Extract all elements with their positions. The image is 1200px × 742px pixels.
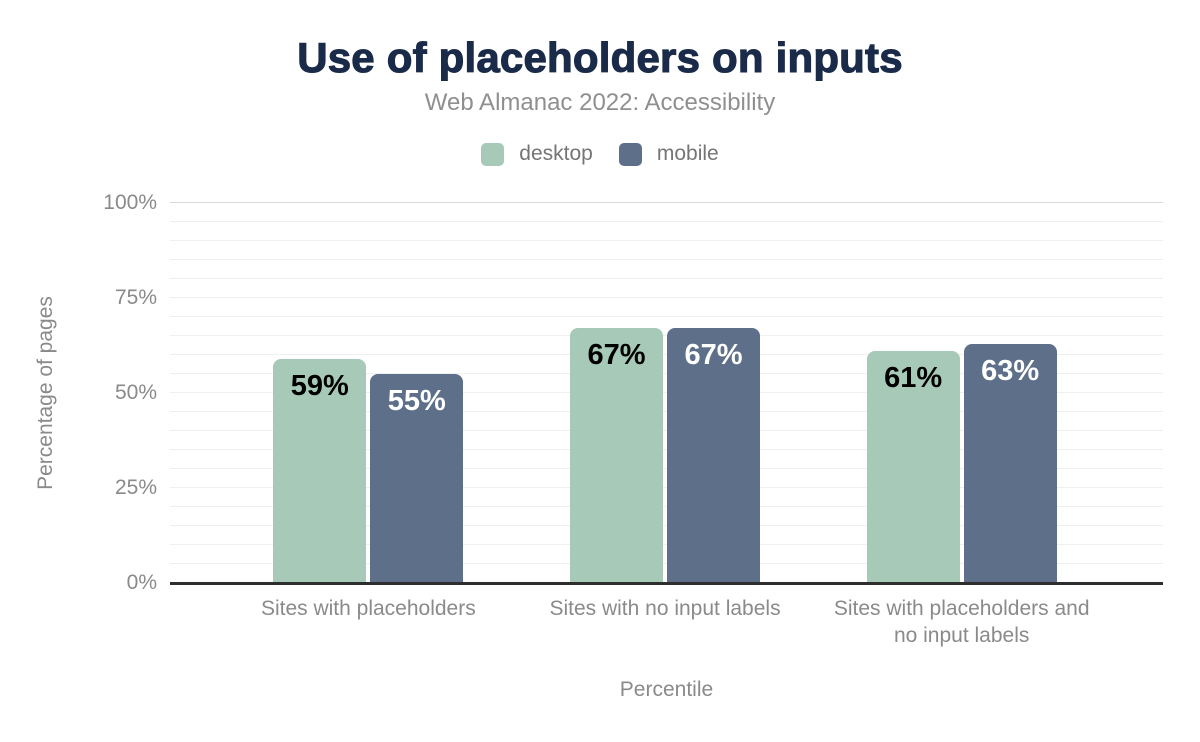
- y-tick-label-100: 100%: [103, 191, 157, 214]
- bar-group-1: 59% 55%: [220, 203, 517, 583]
- y-tick-label-75: 75%: [114, 286, 157, 309]
- x-category-label-2: Sites with no input labels: [549, 597, 781, 620]
- gridline-20: [170, 506, 1163, 507]
- gridline-10: [170, 544, 1163, 545]
- bar-value-label-mobile-2: 67%: [684, 339, 743, 372]
- legend-label: mobile: [656, 142, 719, 165]
- gridline-55: [170, 373, 1163, 374]
- gridline-25: [170, 487, 1163, 488]
- y-tick-label-50: 50%: [114, 381, 157, 404]
- bar-value-label-desktop-1: 59%: [290, 369, 349, 402]
- gridline-35: [170, 449, 1163, 450]
- bar-desktop-3: 61%: [866, 351, 960, 583]
- x-axis-line: [170, 582, 1163, 585]
- gridline-50: [170, 392, 1163, 393]
- gridline-30: [170, 468, 1163, 469]
- bar-mobile-3: 63%: [963, 343, 1057, 583]
- chart-title: Use of placeholders on inputs: [297, 33, 903, 81]
- bar-value-label-desktop-2: 67%: [587, 339, 646, 372]
- gridline-15: [170, 525, 1163, 526]
- y-tick-label-0: 0%: [126, 571, 157, 594]
- legend-item-mobile: mobile: [618, 142, 719, 166]
- bar-value-label-mobile-3: 63%: [981, 354, 1040, 387]
- gridline-70: [170, 316, 1163, 317]
- bar-value-label-desktop-3: 61%: [884, 362, 943, 395]
- chart-subtitle: Web Almanac 2022: Accessibility: [424, 89, 776, 116]
- legend-label: desktop: [519, 142, 593, 165]
- gridline-40: [170, 430, 1163, 431]
- gridline-45: [170, 411, 1163, 412]
- bar-mobile-1: 55%: [370, 374, 464, 583]
- y-axis-title: Percentage of pages: [34, 296, 57, 490]
- gridline-60: [170, 354, 1163, 355]
- gridline-5: [170, 563, 1163, 564]
- x-category-label-3: Sites with placeholders and no input lab…: [833, 597, 1090, 648]
- bar-desktop-1: 59%: [273, 358, 367, 583]
- gridline-65: [170, 335, 1163, 336]
- x-axis-title: Percentile: [619, 678, 714, 701]
- legend: desktop mobile: [0, 142, 1200, 166]
- bars-row: 59% 55% 67% 67% 61% 63%: [220, 203, 1110, 583]
- gridline-80: [170, 278, 1163, 279]
- bar-value-label-mobile-1: 55%: [387, 385, 446, 417]
- gridline-75: [170, 297, 1163, 298]
- plot-area: 0% 25% 50% 75% 100% 59% 55% 67% 67% 61% 63% Sites…: [103, 191, 1163, 647]
- x-category-label-1: Sites with placeholders: [260, 597, 476, 620]
- legend-swatch-mobile: [618, 142, 642, 166]
- bar-desktop-2: 67%: [570, 328, 663, 583]
- x-labels-row: Sites with placeholders Sites with no inp…: [220, 595, 1110, 650]
- bar-mobile-2: 67%: [667, 328, 760, 583]
- y-tick-label-25: 25%: [114, 476, 157, 499]
- gridline-95: [170, 221, 1163, 222]
- bar-group-2: 67% 67%: [517, 203, 814, 583]
- gridline-85: [170, 259, 1163, 260]
- legend-swatch-desktop: [481, 142, 505, 166]
- gridline-90: [170, 240, 1163, 241]
- gridline-100: [170, 202, 1163, 203]
- bar-group-3: 61% 63%: [813, 203, 1110, 583]
- legend-item-desktop: desktop: [481, 142, 593, 166]
